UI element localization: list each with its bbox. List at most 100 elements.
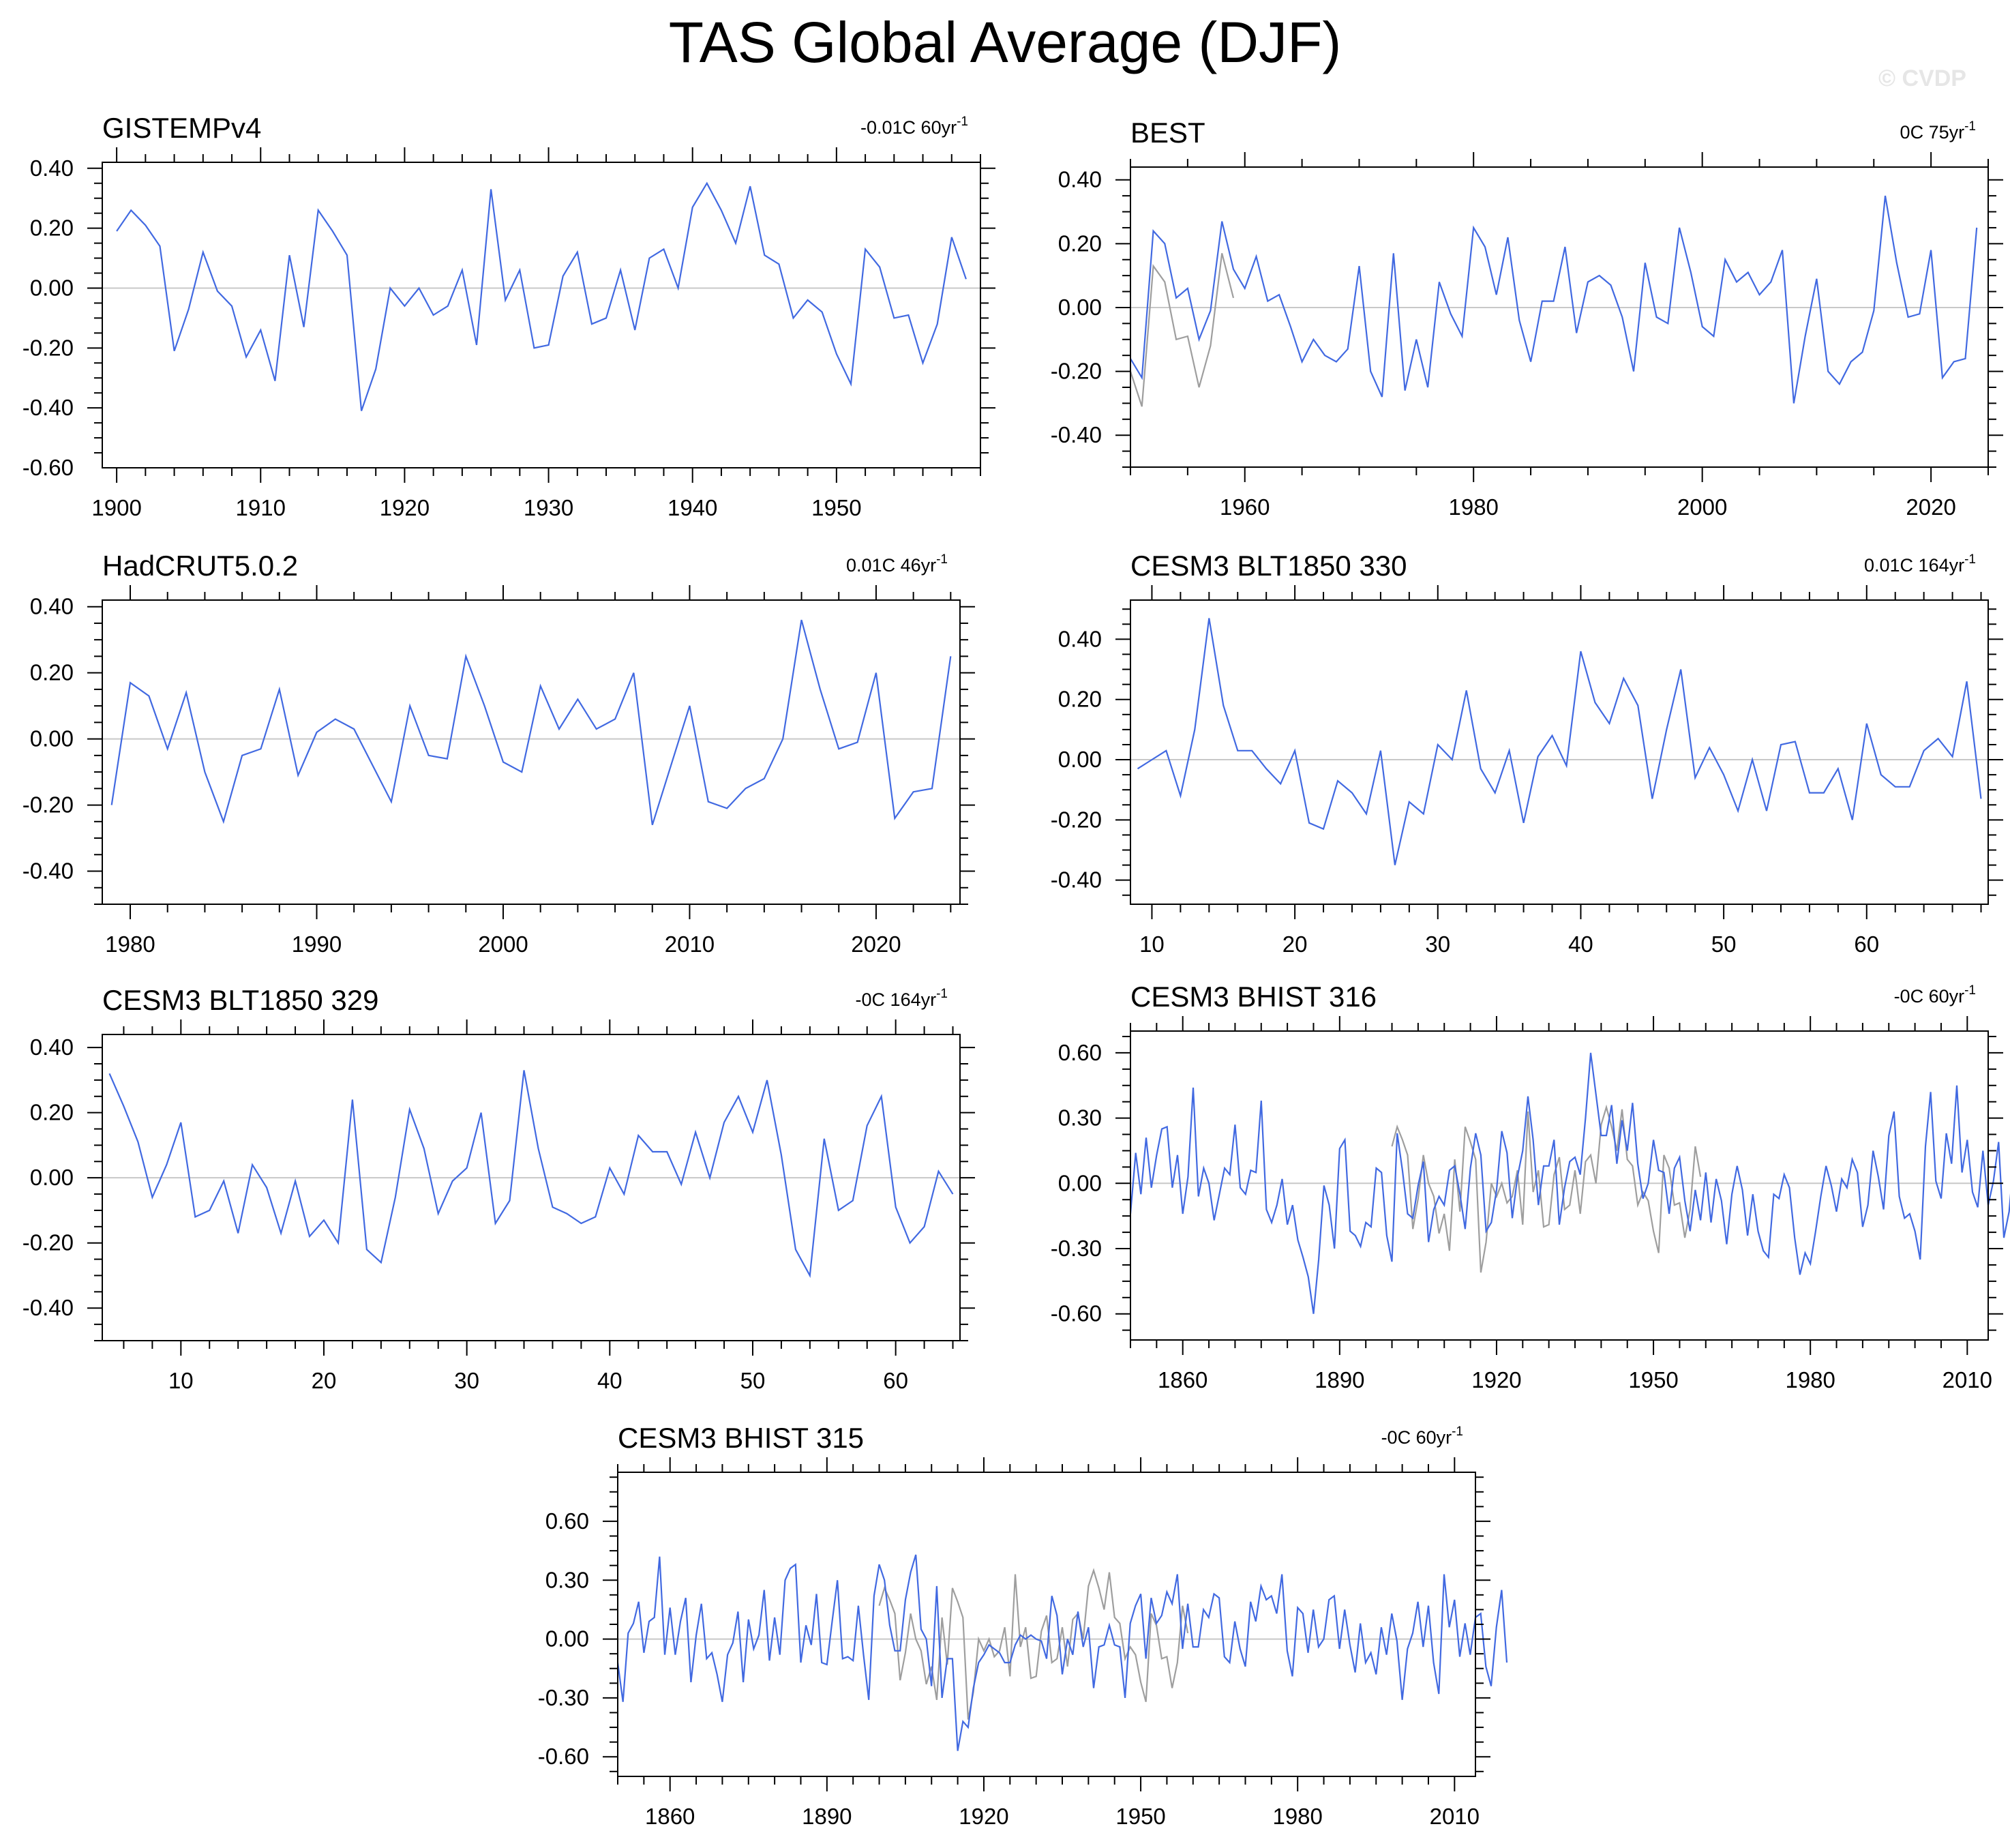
y-tick-label: 0.60 (545, 1508, 589, 1534)
x-tick-label: 2000 (478, 932, 528, 957)
page-title: TAS Global Average (DJF) (668, 10, 1342, 74)
reference-series-line (878, 1568, 1189, 1720)
x-tick-label: 60 (1854, 932, 1879, 957)
plot-frame (102, 599, 961, 905)
trend-label: -0.01C 60yr-1 (860, 115, 968, 138)
chart-panel-5: 10 20 30 40 50 60 0.40 0.20 0.00 -0.20 -0.40 CESM3 … (22, 984, 975, 1393)
x-tick-label: 1920 (380, 495, 430, 520)
y-tick-label: -0.20 (22, 1230, 74, 1255)
y-tick-label: -0.40 (22, 1295, 74, 1320)
y-tick-label: 0.00 (545, 1626, 589, 1652)
plot-frame (1130, 1030, 1989, 1341)
x-tick-label: 50 (740, 1368, 766, 1393)
trend-label: -0C 60yr-1 (1894, 983, 1976, 1007)
x-tick-label: 1980 (105, 932, 155, 957)
trend-label: 0.01C 46yr-1 (846, 552, 948, 576)
x-tick-label: 1980 (1272, 1804, 1322, 1829)
y-tick-label: 0.40 (1058, 167, 1102, 192)
x-tick-label: 1950 (1628, 1367, 1678, 1392)
y-tick-label: -0.20 (1051, 807, 1102, 832)
y-tick-label: 0.20 (30, 660, 74, 685)
chart-title: CESM3 BHIST 316 (1130, 981, 1377, 1013)
x-tick-label: 2010 (1942, 1367, 1992, 1392)
chart-title: HadCRUT5.0.2 (102, 550, 298, 582)
chart-title: BEST (1130, 117, 1205, 149)
plot-frame (102, 162, 981, 468)
plot-frame (1130, 599, 1989, 905)
chart-title: CESM3 BLT1850 330 (1130, 550, 1407, 582)
y-tick-label: -0.40 (22, 395, 74, 420)
x-tick-label: 1950 (811, 495, 861, 520)
x-tick-label: 10 (168, 1368, 194, 1393)
chart-title: CESM3 BLT1850 329 (102, 984, 378, 1016)
y-tick-label: 0.20 (1058, 687, 1102, 712)
trend-label: -0C 60yr-1 (1381, 1425, 1463, 1448)
chart-panel-3: 1980 1990 2000 2010 2020 0.40 0.20 0.00 -0.20 -0.… (22, 550, 975, 957)
y-tick-label: -0.20 (22, 335, 74, 360)
x-tick-label: 1920 (1471, 1367, 1521, 1392)
y-tick-label: -0.30 (538, 1685, 589, 1710)
x-tick-label: 10 (1139, 932, 1165, 957)
chart-title: CESM3 BHIST 315 (618, 1422, 864, 1454)
y-tick-label: -0.40 (22, 859, 74, 884)
series-line (110, 619, 952, 826)
y-tick-label: -0.20 (1051, 359, 1102, 384)
reference-series-line (1391, 1104, 1702, 1273)
trend-label: -0C 164yr-1 (856, 987, 948, 1010)
y-tick-label: -0.60 (22, 455, 74, 480)
x-tick-label: 30 (1425, 932, 1450, 957)
trend-label: 0C 75yr-1 (1900, 119, 1976, 143)
y-tick-label: 0.40 (30, 1034, 74, 1060)
y-tick-label: 0.60 (1058, 1040, 1102, 1065)
x-tick-label: 40 (597, 1368, 622, 1393)
chart-panel-1: 1900 1910 1920 1930 1940 1950 0.40 0.20 0.00 -0.2… (22, 112, 995, 520)
y-tick-label: -0.20 (22, 792, 74, 818)
x-tick-label: 1990 (292, 932, 342, 957)
x-tick-label: 1920 (959, 1804, 1008, 1829)
x-tick-label: 20 (1282, 932, 1308, 957)
series-line (616, 1554, 1508, 1751)
x-tick-label: 40 (1568, 932, 1593, 957)
y-tick-label: 0.40 (30, 155, 74, 181)
trend-label: 0.01C 164yr-1 (1864, 552, 1976, 576)
y-tick-label: 0.00 (30, 726, 74, 751)
x-tick-label: 60 (883, 1368, 908, 1393)
y-tick-label: -0.40 (1051, 422, 1102, 447)
watermark: © CVDP (1878, 65, 1966, 91)
y-tick-label: 0.30 (545, 1567, 589, 1592)
y-tick-label: 0.00 (30, 1165, 74, 1190)
y-tick-label: -0.30 (1051, 1236, 1102, 1261)
series-line (108, 1070, 954, 1279)
x-tick-label: 1980 (1785, 1367, 1835, 1392)
y-tick-label: 0.20 (30, 1100, 74, 1125)
x-tick-label: 1930 (524, 495, 573, 520)
y-tick-label: 0.00 (1058, 747, 1102, 772)
chart-panel-4: 10 20 30 40 50 60 0.40 0.20 0.00 -0.20 -0.40 CESM3 … (1051, 550, 2003, 957)
y-tick-label: 0.00 (30, 275, 74, 300)
chart-panel-7: 1860 1890 1920 1950 1980 2010 0.60 0.30 0.00 -0.3… (538, 1422, 1508, 1829)
x-tick-label: 30 (454, 1368, 479, 1393)
series-line (1137, 618, 1982, 865)
chart-title: GISTEMPv4 (102, 112, 261, 144)
x-tick-label: 1890 (1315, 1367, 1364, 1392)
y-tick-label: -0.60 (538, 1744, 589, 1769)
x-tick-label: 1860 (645, 1804, 695, 1829)
x-tick-label: 20 (312, 1368, 337, 1393)
y-tick-label: 0.30 (1058, 1105, 1102, 1131)
x-tick-label: 50 (1711, 932, 1737, 957)
x-tick-label: 1900 (91, 495, 141, 520)
chart-panel-2: 1960 1980 2000 2020 0.40 0.20 0.00 -0.20 -0.40 BE… (1051, 117, 2003, 520)
x-tick-label: 1980 (1448, 494, 1498, 520)
x-tick-label: 1960 (1220, 494, 1270, 520)
y-tick-label: 0.40 (30, 594, 74, 619)
series-line (116, 181, 967, 411)
x-tick-label: 1890 (802, 1804, 852, 1829)
series-line (1130, 195, 1978, 404)
x-tick-label: 1910 (236, 495, 286, 520)
x-tick-label: 2020 (1906, 494, 1955, 520)
plot-frame (1130, 166, 1989, 468)
x-tick-label: 1860 (1158, 1367, 1208, 1392)
y-tick-label: 0.20 (30, 215, 74, 241)
y-tick-label: 0.00 (1058, 1170, 1102, 1195)
x-tick-label: 2010 (665, 932, 715, 957)
